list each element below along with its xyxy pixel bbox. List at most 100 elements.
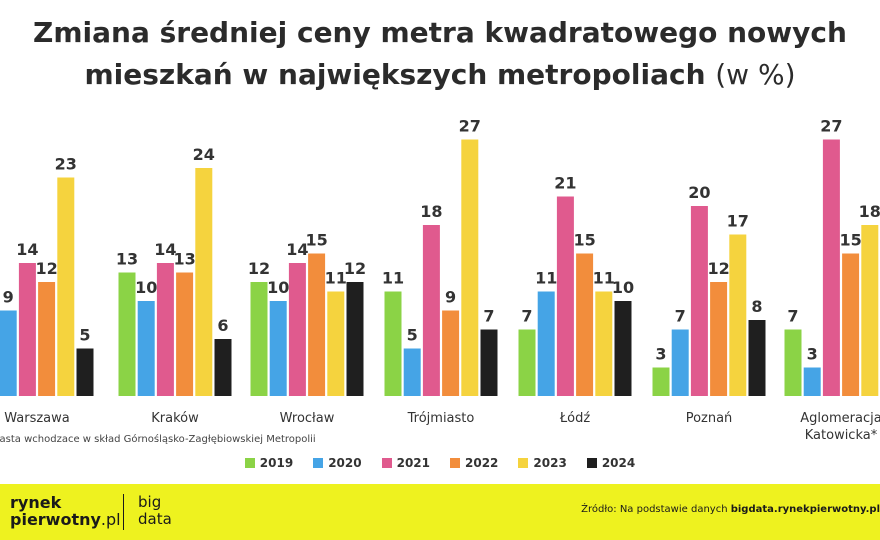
logo-line2: pierwotny.pl (10, 511, 121, 528)
bar-value-label: 27 (820, 117, 842, 136)
bar-2020-3 (403, 348, 421, 396)
legend: 2019 2020 2021 2022 2023 2024 (0, 456, 880, 470)
bar-value-label: 18 (420, 202, 442, 221)
bar-value-label: 7 (675, 307, 686, 326)
bar-value-label: 24 (193, 145, 215, 164)
bar-2022-3 (442, 310, 460, 396)
bar-value-label: 10 (267, 278, 289, 297)
bar-2021-6 (822, 139, 840, 396)
footnote: *miasta wchodzace w skład Górnośląsko-Za… (0, 434, 316, 445)
source-note: Źródło: Na podstawie danych bigdata.ryne… (581, 504, 880, 515)
legend-label: 2023 (533, 456, 567, 470)
bar-value-label: 13 (173, 250, 195, 269)
footer-banner: rynek pierwotny.pl big data Źródło: Na p… (0, 484, 880, 540)
legend-item-2023: 2023 (518, 456, 567, 470)
legend-swatch (586, 458, 597, 468)
logo-line2-suffix: .pl (100, 510, 121, 529)
bar-2019-4 (518, 329, 536, 396)
bar-value-label: 5 (79, 326, 90, 345)
chart-title-line2-text: mieszkań w największych metropoliach (84, 58, 706, 91)
bar-2020-4 (537, 291, 555, 396)
bar-2022-4 (576, 253, 594, 396)
bar-value-label: 23 (55, 155, 77, 174)
bar-value-label: 11 (593, 269, 615, 288)
bigdata-logo[interactable]: big data (138, 494, 172, 528)
chart-title: Zmiana średniej ceny metra kwadratowego … (0, 12, 880, 96)
category-label: Kraków (151, 411, 199, 426)
legend-label: 2020 (328, 456, 362, 470)
bar-value-label: 10 (135, 278, 157, 297)
bar-value-label: 7 (483, 307, 494, 326)
bar-value-label: 10 (612, 278, 634, 297)
bar-2022-1 (176, 272, 194, 396)
bar-value-label: 14 (16, 240, 38, 259)
category-label: Poznań (686, 411, 733, 426)
bar-2023-1 (195, 168, 213, 396)
bar-2024-3 (480, 329, 498, 396)
bar-2023-5 (729, 234, 747, 396)
bar-2022-2 (308, 253, 326, 396)
bar-2022-6 (842, 253, 860, 396)
legend-swatch (518, 458, 529, 468)
category-label: Trójmiasto (407, 411, 475, 426)
bar-2021-0 (18, 263, 36, 396)
bar-2019-2 (250, 282, 268, 396)
bar-value-label: 12 (707, 259, 729, 278)
bigdata-line1: big (138, 493, 162, 511)
bar-2022-5 (710, 282, 728, 396)
bar-value-label: 5 (407, 326, 418, 345)
bar-value-label: 9 (445, 288, 456, 307)
chart-title-unit: (w %) (715, 58, 796, 91)
bar-2023-4 (595, 291, 613, 396)
bar-value-label: 8 (751, 297, 762, 316)
chart-title-line1: Zmiana średniej ceny metra kwadratowego … (33, 16, 847, 49)
bar-2021-5 (690, 206, 708, 396)
bar-2019-6 (784, 329, 802, 396)
bar-value-label: 12 (248, 259, 270, 278)
bar-value-label: 12 (344, 259, 366, 278)
legend-swatch (381, 458, 392, 468)
bar-value-label: 3 (807, 345, 818, 364)
legend-label: 2022 (465, 456, 499, 470)
bar-value-label: 27 (459, 117, 481, 136)
bar-2023-6 (861, 225, 879, 396)
bar-value-label: 13 (116, 250, 138, 269)
bar-value-label: 11 (382, 269, 404, 288)
bar-value-label: 11 (535, 269, 557, 288)
bar-value-label: 15 (573, 231, 595, 250)
chart-title-line2: mieszkań w największych metropoliach (w … (0, 54, 880, 96)
bar-value-label: 3 (655, 345, 666, 364)
legend-item-2021: 2021 (381, 456, 430, 470)
bar-value-label: 6 (217, 316, 228, 335)
bar-2023-0 (57, 177, 75, 396)
legend-item-2022: 2022 (450, 456, 498, 470)
source-link[interactable]: bigdata.rynekpierwotny.pl (730, 504, 880, 515)
bar-value-label: 12 (35, 259, 57, 278)
bar-value-label: 15 (305, 231, 327, 250)
bar-value-label: 17 (727, 212, 749, 231)
bar-value-label: 9 (3, 288, 14, 307)
legend-swatch (244, 458, 255, 468)
bar-2024-0 (76, 348, 94, 396)
legend-label: 2021 (396, 456, 430, 470)
logo-divider (123, 494, 124, 530)
category-label: Aglomeracja Katowicka* (800, 411, 880, 443)
legend-item-2024: 2024 (586, 456, 635, 470)
bar-value-label: 20 (688, 183, 710, 202)
bar-2024-4 (614, 301, 632, 396)
source-prefix: Źródło: Na podstawie danych (581, 504, 731, 515)
bar-2023-3 (461, 139, 479, 396)
category-label: Warszawa (4, 411, 70, 426)
logo-line1: rynek (10, 493, 62, 512)
bar-value-label: 14 (154, 240, 176, 259)
bar-2021-2 (288, 263, 306, 396)
logo-line2-text: pierwotny (10, 510, 101, 529)
bar-2024-5 (748, 320, 766, 396)
bar-2019-5 (652, 367, 670, 396)
bar-2022-0 (38, 282, 56, 396)
bar-2020-0 (0, 310, 17, 396)
rynekpierwotny-logo[interactable]: rynek pierwotny.pl (10, 494, 121, 528)
category-label: Wrocław (280, 411, 335, 426)
bar-value-label: 21 (554, 174, 576, 193)
